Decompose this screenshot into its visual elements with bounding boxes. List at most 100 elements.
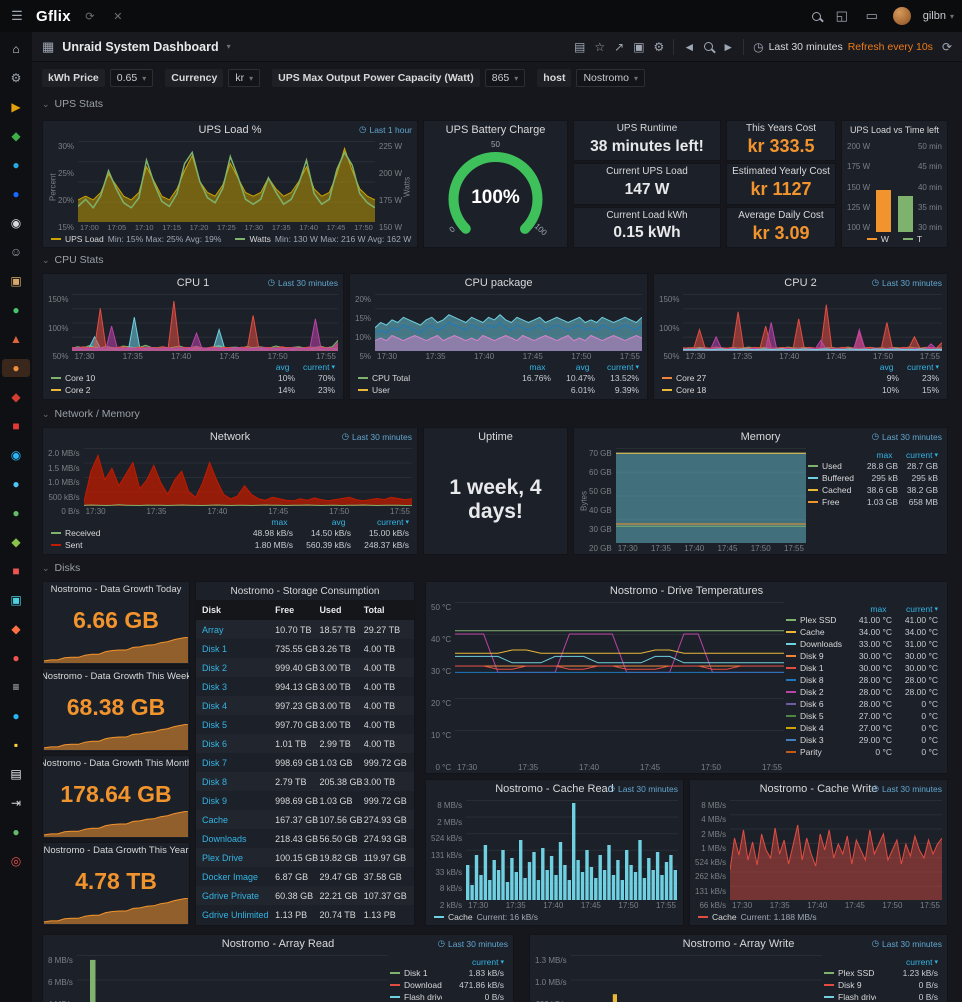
legend-col-current[interactable]: current bbox=[906, 957, 933, 967]
panel-title[interactable]: CPU 2 bbox=[784, 277, 817, 289]
cpu-total[interactable]: CPU Total 16.76% 10.47% 13.52% bbox=[358, 372, 639, 384]
avatar[interactable] bbox=[892, 7, 911, 25]
section-cpu-stats[interactable]: ⌄ CPU Stats bbox=[42, 254, 104, 266]
variable-dropdown[interactable]: kr ▾ bbox=[228, 69, 261, 87]
used[interactable]: Used 28.8 GB 28.7 GB bbox=[808, 460, 938, 472]
cpu2-graph[interactable] bbox=[683, 294, 942, 351]
cache[interactable]: Cache Current: 1.188 MB/s bbox=[698, 912, 817, 922]
variable-dropdown[interactable]: 865 ▾ bbox=[484, 69, 526, 87]
core-27[interactable]: Core 27 9% 23% bbox=[662, 372, 939, 384]
cache-write-graph[interactable] bbox=[730, 800, 942, 900]
parity[interactable]: Parity 0 °C 0 °C bbox=[786, 746, 938, 758]
array-read-graph[interactable] bbox=[76, 955, 388, 1002]
legend-col-current[interactable]: current bbox=[907, 362, 934, 372]
app-green-diamond[interactable]: ◆ bbox=[2, 127, 30, 145]
app-blue-eye[interactable]: ◉ bbox=[2, 446, 30, 464]
user[interactable]: User 6.01% 9.39% bbox=[358, 384, 639, 396]
panel-title[interactable]: Uptime bbox=[478, 431, 513, 443]
disk-4[interactable]: Disk 4 27.00 °C 0 °C bbox=[786, 722, 938, 734]
app-red[interactable]: ■ bbox=[2, 417, 30, 435]
home[interactable]: ⌂ bbox=[2, 40, 30, 58]
legend-col-avg[interactable]: avg bbox=[331, 517, 346, 527]
panel-time-badge[interactable]: ◷ Last 30 minutes bbox=[607, 783, 678, 794]
disk-link[interactable]: Disk 2 bbox=[202, 662, 228, 673]
panel-title[interactable]: UPS Load vs Time left bbox=[849, 125, 940, 135]
dashboard-title-caret-icon[interactable]: ▾ bbox=[226, 42, 231, 51]
free[interactable]: Free 1.03 GB 658 MB bbox=[808, 496, 938, 508]
disk-8[interactable]: Disk 8 28.00 °C 28.00 °C bbox=[786, 674, 938, 686]
section-disks[interactable]: ⌄ Disks bbox=[42, 562, 80, 574]
cache[interactable]: Cache Current: 16 kB/s bbox=[434, 912, 538, 922]
legend-col-current[interactable]: current bbox=[906, 450, 933, 460]
panel-time-badge[interactable]: ◷ Last 30 minutes bbox=[871, 431, 942, 442]
disk-link[interactable]: Disk 9 bbox=[202, 795, 228, 806]
panel-time-badge[interactable]: ◷ Last 30 minutes bbox=[341, 431, 412, 442]
panel-title[interactable]: Nostromo - Data Growth This Month bbox=[42, 758, 190, 769]
legend-col-avg[interactable]: avg bbox=[275, 362, 290, 372]
panel-title[interactable]: Estimated Yearly Cost bbox=[732, 166, 830, 178]
app-lightblue[interactable]: ● bbox=[2, 475, 30, 493]
app-teal[interactable]: ● bbox=[2, 156, 30, 174]
app-sub[interactable]: ▪ bbox=[2, 736, 30, 754]
disk-1[interactable]: Disk 1 30.00 °C 30.00 °C bbox=[786, 662, 938, 674]
panel-title[interactable]: UPS Load % bbox=[198, 124, 262, 136]
panel-time-badge[interactable]: ◷ Last 1 hour bbox=[359, 124, 412, 135]
panel-time-badge[interactable]: ◷ Last 30 minutes bbox=[437, 938, 508, 949]
app-tan[interactable]: ▣ bbox=[2, 272, 30, 290]
app-gray[interactable]: ☺ bbox=[2, 243, 30, 261]
panel-time-badge[interactable]: ◷ Last 30 minutes bbox=[871, 277, 942, 288]
legend-col-avg[interactable]: avg bbox=[575, 362, 590, 372]
core-10[interactable]: Core 10 10% 70% bbox=[51, 372, 335, 384]
sent[interactable]: Sent 1.80 MB/s 560.39 kB/s 248.37 kB/s bbox=[51, 539, 409, 551]
panel-title[interactable]: UPS Runtime bbox=[616, 123, 678, 134]
disk-link[interactable]: Docker Image bbox=[202, 871, 259, 882]
panel-title[interactable]: Nostromo - Cache Read bbox=[495, 783, 614, 795]
app-red-shield[interactable]: ◆ bbox=[2, 388, 30, 406]
memory-graph[interactable] bbox=[615, 448, 806, 543]
app-green[interactable]: ● bbox=[2, 301, 30, 319]
disk-link[interactable]: Gdrive Private bbox=[202, 890, 260, 901]
downloads[interactable]: Downloads 471.86 kB/s bbox=[390, 979, 504, 991]
reload-tab-icon[interactable]: ⟳ bbox=[85, 10, 95, 23]
time-forward-icon[interactable]: ► bbox=[722, 39, 735, 54]
variable-dropdown[interactable]: Nostromo ▾ bbox=[576, 69, 645, 87]
legend-col-current[interactable]: current bbox=[472, 957, 499, 967]
col-total[interactable]: Total bbox=[363, 605, 385, 615]
panel-title[interactable]: Current UPS Load bbox=[606, 166, 688, 178]
time-back-icon[interactable]: ◄ bbox=[683, 39, 696, 54]
core-18[interactable]: Core 18 10% 15% bbox=[662, 384, 939, 396]
settings[interactable]: ⚙ bbox=[2, 69, 30, 87]
col-disk[interactable]: Disk bbox=[202, 605, 222, 615]
downloads[interactable]: Downloads 33.00 °C 31.00 °C bbox=[786, 638, 938, 650]
bar-w[interactable] bbox=[875, 190, 891, 232]
dashboard-grid-icon[interactable]: ▦ bbox=[42, 38, 55, 54]
panel-title[interactable]: CPU package bbox=[464, 277, 533, 289]
bar-t[interactable] bbox=[897, 196, 913, 232]
panel-title[interactable]: Nostromo - Array Write bbox=[682, 938, 795, 950]
plex-ssd[interactable]: Plex SSD 1.23 kB/s bbox=[824, 967, 938, 979]
ups-load-graph[interactable] bbox=[78, 141, 375, 222]
disk-link[interactable]: Disk 4 bbox=[202, 700, 228, 711]
cpu1-graph[interactable] bbox=[72, 294, 338, 351]
legend-col-max[interactable]: max bbox=[876, 450, 893, 460]
variable-dropdown[interactable]: 0.65 ▾ bbox=[109, 69, 154, 87]
app-blue[interactable]: ● bbox=[2, 185, 30, 203]
app-cyan-box[interactable]: ▣ bbox=[2, 591, 30, 609]
panel-title[interactable]: Average Daily Cost bbox=[738, 209, 824, 221]
section-ups-stats[interactable]: ⌄ UPS Stats bbox=[42, 98, 103, 110]
app-orange-diamond[interactable]: ◆ bbox=[2, 620, 30, 638]
refresh-icon[interactable]: ⟳ bbox=[941, 39, 952, 54]
add-panel-icon[interactable]: ▤ bbox=[574, 39, 586, 54]
cached[interactable]: Cached 38.6 GB 38.2 GB bbox=[808, 484, 938, 496]
buffered[interactable]: Buffered 295 kB 295 kB bbox=[808, 472, 938, 484]
fullscreen-icon[interactable]: ◱ bbox=[835, 8, 848, 23]
app-plex[interactable]: ▶ bbox=[2, 98, 30, 116]
disk-1[interactable]: Disk 1 1.83 kB/s bbox=[390, 967, 504, 979]
disk-link[interactable]: Plex Drive bbox=[202, 852, 244, 863]
legend-col-current[interactable]: current bbox=[377, 517, 404, 527]
panel-title[interactable]: Nostromo - Cache Write bbox=[759, 783, 878, 795]
disk-3[interactable]: Disk 3 29.00 °C 0 °C bbox=[786, 734, 938, 746]
app-lazy[interactable]: ≡ bbox=[2, 678, 30, 696]
panel-title[interactable]: Nostromo - Array Read bbox=[221, 938, 335, 950]
zoom-out-icon[interactable] bbox=[704, 42, 714, 51]
